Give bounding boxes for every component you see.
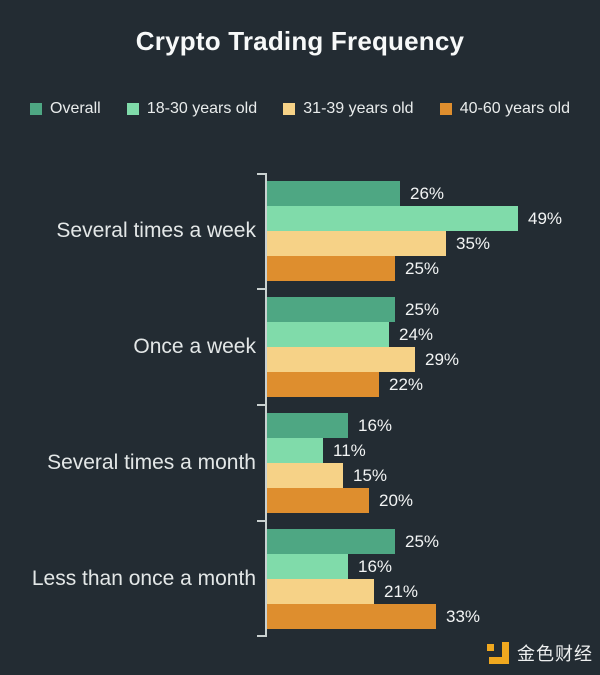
- value-label: 29%: [425, 349, 460, 369]
- bar-row: 25%: [266, 529, 480, 554]
- legend-item: 40-60 years old: [439, 100, 570, 118]
- legend-item: 31-39 years old: [283, 100, 414, 118]
- bar-row: 15%: [266, 463, 413, 488]
- legend-swatch: [126, 103, 139, 115]
- bar-40-60-years-old: [266, 604, 436, 629]
- bar-row: 24%: [266, 322, 459, 347]
- value-label: 21%: [384, 581, 419, 601]
- legend-item: Overall: [30, 100, 101, 118]
- chart-group: Less than once a month 25% 16% 21% 33%: [0, 521, 600, 637]
- value-label: 16%: [358, 415, 393, 435]
- legend-label: 31-39 years old: [303, 100, 414, 117]
- legend: Overall 18-30 years old 31-39 years old 40-…: [0, 100, 600, 118]
- bar-18-30-years-old: [266, 322, 389, 347]
- jinse-logo-icon: [487, 642, 509, 664]
- bar-40-60-years-old: [266, 256, 395, 281]
- value-label: 15%: [353, 465, 388, 485]
- bar-row: 25%: [266, 256, 562, 281]
- bar-row: 33%: [266, 604, 480, 629]
- bar-group: 26% 49% 35% 25%: [266, 173, 562, 289]
- bar-row: 21%: [266, 579, 480, 604]
- bar-row: 11%: [266, 438, 413, 463]
- bar-row: 49%: [266, 206, 562, 231]
- value-label: 11%: [333, 440, 366, 460]
- bar-40-60-years-old: [266, 372, 379, 397]
- bar-row: 16%: [266, 413, 413, 438]
- bar-31-39-years-old: [266, 579, 374, 604]
- bar-31-39-years-old: [266, 231, 446, 256]
- bar-overall: [266, 413, 348, 438]
- axis-tick: [257, 288, 265, 290]
- bar-group: 25% 24% 29% 22%: [266, 289, 459, 405]
- bar-row: 20%: [266, 488, 413, 513]
- bar-18-30-years-old: [266, 438, 323, 463]
- legend-swatch: [30, 103, 42, 115]
- chart-group: Once a week 25% 24% 29% 22%: [0, 289, 600, 405]
- category-label: Once a week: [133, 335, 256, 358]
- bar-overall: [266, 529, 395, 554]
- value-label: 25%: [405, 258, 440, 278]
- bar-overall: [266, 181, 400, 206]
- value-label: 25%: [405, 531, 440, 551]
- bar-group: 25% 16% 21% 33%: [266, 521, 480, 637]
- value-label: 25%: [405, 299, 440, 319]
- axis-tick: [257, 635, 265, 637]
- axis-tick: [257, 173, 265, 175]
- axis-tick: [257, 404, 265, 406]
- axis-tick: [257, 520, 265, 522]
- bar-row: 25%: [266, 297, 459, 322]
- bar-group: 16% 11% 15% 20%: [266, 405, 413, 521]
- bar-chart: Several times a week 26% 49% 35% 25% Once a w…: [0, 173, 600, 637]
- legend-label: Overall: [50, 100, 101, 117]
- value-label: 35%: [456, 233, 491, 253]
- bar-31-39-years-old: [266, 347, 415, 372]
- legend-item: 18-30 years old: [126, 100, 258, 118]
- value-label: 33%: [446, 606, 481, 626]
- brand-name: 金色财经: [517, 644, 593, 664]
- value-label: 49%: [528, 208, 563, 228]
- bar-40-60-years-old: [266, 488, 369, 513]
- value-label: 24%: [399, 324, 434, 344]
- bar-18-30-years-old: [266, 554, 348, 579]
- chart-title: Crypto Trading Frequency: [135, 26, 465, 56]
- legend-label: 18-30 years old: [146, 100, 258, 117]
- legend-swatch: [283, 103, 296, 115]
- bar-row: 29%: [266, 347, 459, 372]
- axis-line: [265, 173, 267, 637]
- category-label: Several times a month: [47, 451, 256, 474]
- brand-footer: 金色财经: [487, 640, 593, 666]
- bar-row: 35%: [266, 231, 562, 256]
- bar-31-39-years-old: [266, 463, 343, 488]
- chart-group: Several times a month 16% 11% 15% 20%: [0, 405, 600, 521]
- bar-row: 22%: [266, 372, 459, 397]
- bar-18-30-years-old: [266, 206, 518, 231]
- bar-row: 26%: [266, 181, 562, 206]
- category-label: Several times a week: [56, 219, 256, 242]
- legend-label: 40-60 years old: [459, 100, 570, 117]
- value-label: 22%: [389, 374, 424, 394]
- chart-group: Several times a week 26% 49% 35% 25%: [0, 173, 600, 289]
- value-label: 20%: [379, 490, 414, 510]
- bar-overall: [266, 297, 395, 322]
- category-label: Less than once a month: [31, 567, 256, 590]
- bar-row: 16%: [266, 554, 480, 579]
- value-label: 26%: [410, 183, 445, 203]
- value-label: 16%: [358, 556, 393, 576]
- legend-swatch: [439, 103, 452, 115]
